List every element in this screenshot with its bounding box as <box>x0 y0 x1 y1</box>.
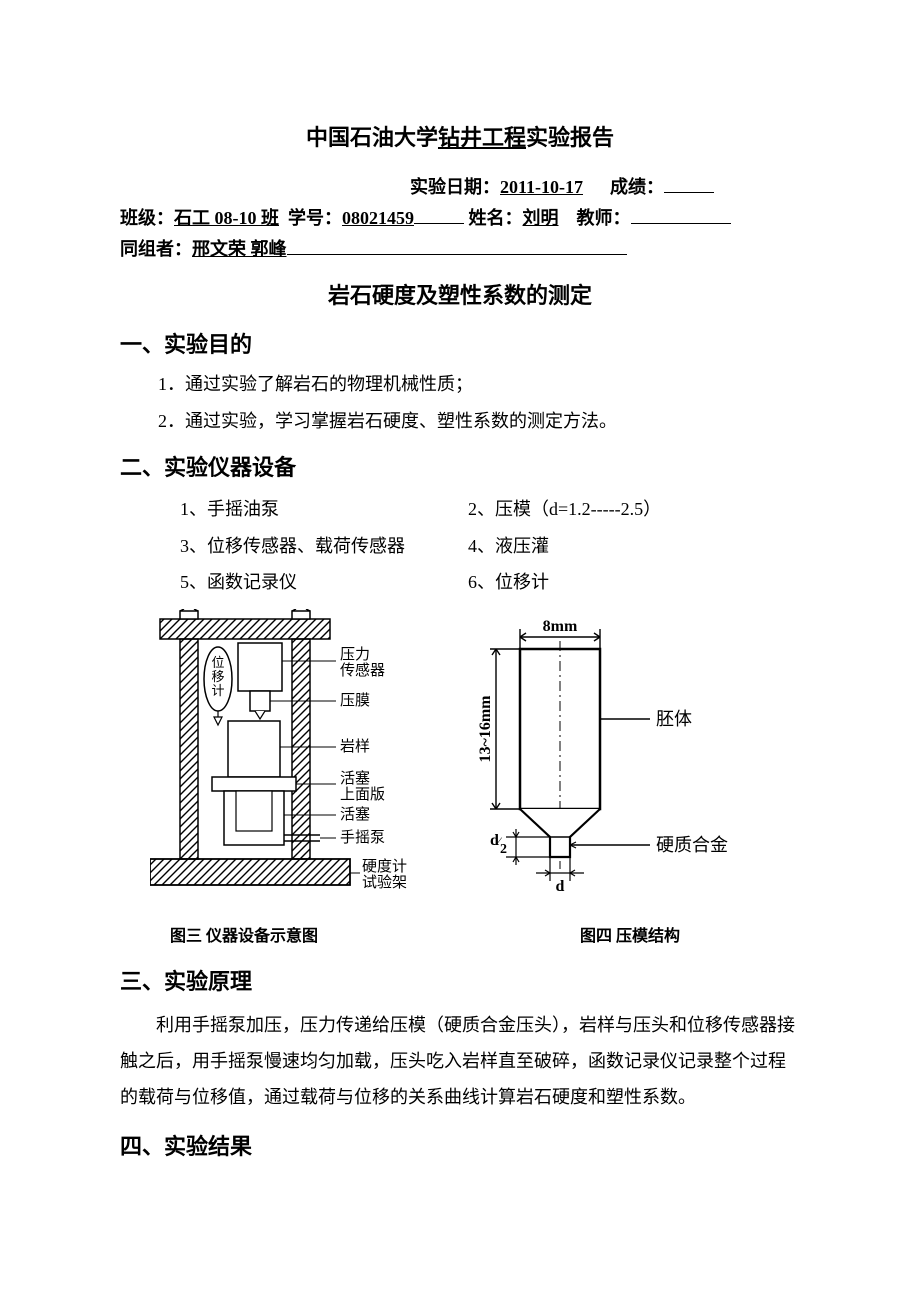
teacher-blank <box>631 223 731 224</box>
title-pre: 中国石油大学 <box>306 125 438 150</box>
fig3-disp-3: 计 <box>211 683 224 698</box>
figure-3-svg: 位 移 计 压力 传感器 压膜 <box>150 609 420 914</box>
fig4-width: 8mm <box>543 618 578 635</box>
partners-blank <box>287 254 627 255</box>
fig4-alloy: 硬质合金 <box>656 835 728 855</box>
sid-value: 08021459 <box>342 208 414 228</box>
fig3-lbl-ptop-2: 上面版 <box>340 786 385 803</box>
sec1-p1: 1．通过实验了解岩石的物理机械性质； <box>120 370 800 399</box>
fig3-lbl-ptop-1: 活塞 <box>340 769 370 787</box>
equip-5: 5、函数记录仪 <box>180 568 460 597</box>
fig3-lbl-rock: 岩样 <box>340 738 370 755</box>
figure-4-svg: 8mm 13~16mm d ⁄ 2 <box>450 609 750 914</box>
score-label: 成绩： <box>610 177 664 197</box>
sec3-body: 利用手摇泵加压，压力传递给压模（硬质合金压头），岩样与压头和位移传感器接触之后，… <box>120 1007 800 1115</box>
fig3-disp-2: 移 <box>211 669 224 684</box>
fig4-height: 13~16mm <box>477 695 494 763</box>
sid-blank <box>414 223 464 224</box>
fig3-lbl-frame-2: 试验架 <box>362 874 407 891</box>
experiment-title: 岩石硬度及塑性系数的测定 <box>120 278 800 313</box>
sec1-p2: 2．通过实验，学习掌握岩石硬度、塑性系数的测定方法。 <box>120 407 800 436</box>
fig3-lbl-piston: 活塞 <box>340 805 370 823</box>
meta-row-2: 班级：石工 08-10 班 学号：08021459 姓名：刘明 教师： <box>120 204 800 233</box>
fig3-lbl-pump: 手摇泵 <box>340 829 385 846</box>
class-value: 石工 08-10 班 <box>174 208 279 228</box>
sid-label: 学号： <box>288 208 342 228</box>
fig4-body: 胚体 <box>656 709 692 729</box>
date-label: 实验日期： <box>410 177 500 197</box>
meta-row-1: 实验日期：2011-10-17 成绩： <box>120 173 800 202</box>
equip-4: 4、液压灌 <box>468 532 800 561</box>
equip-1: 1、手摇油泵 <box>180 495 460 524</box>
fig3-lbl-die: 压膜 <box>340 692 370 709</box>
title-underlined: 钻井工程 <box>438 125 526 150</box>
meta-row-3: 同组者：邢文荣 郭峰 <box>120 235 800 264</box>
name-label: 姓名： <box>469 208 523 228</box>
score-blank <box>664 192 714 193</box>
title-post: 实验报告 <box>526 125 614 150</box>
equip-6: 6、位移计 <box>468 568 800 597</box>
fig3-lbl-sensor-2: 传感器 <box>340 662 385 679</box>
fig3-caption: 图三 仪器设备示意图 <box>150 924 450 950</box>
figures-row: 位 移 计 压力 传感器 压膜 <box>120 609 800 914</box>
equip-2: 2、压模（d=1.2-----2.5） <box>468 495 800 524</box>
fig4-caption: 图四 压模结构 <box>450 924 750 950</box>
class-label: 班级： <box>120 208 174 228</box>
date-value: 2011-10-17 <box>500 177 583 197</box>
section-1-heading: 一、实验目的 <box>120 327 800 362</box>
fig4-half-2: 2 <box>500 842 507 857</box>
partners-label: 同组者： <box>120 239 192 259</box>
fig3-disp-1: 位 <box>211 655 224 670</box>
section-3-heading: 三、实验原理 <box>120 964 800 999</box>
section-2-heading: 二、实验仪器设备 <box>120 450 800 485</box>
fig3-lbl-frame-1: 硬度计 <box>362 858 407 875</box>
fig4-d: d <box>556 878 565 895</box>
figure-captions: 图三 仪器设备示意图 图四 压模结构 <box>120 924 800 950</box>
teacher-label: 教师： <box>577 208 631 228</box>
name-value: 刘明 <box>523 208 559 228</box>
partners-value: 邢文荣 郭峰 <box>192 239 287 259</box>
fig3-lbl-sensor-1: 压力 <box>340 646 370 663</box>
equipment-grid: 1、手摇油泵 2、压模（d=1.2-----2.5） 3、位移传感器、载荷传感器… <box>120 495 800 597</box>
equip-3: 3、位移传感器、载荷传感器 <box>180 532 460 561</box>
report-title: 中国石油大学钻井工程实验报告 <box>120 120 800 155</box>
section-4-heading: 四、实验结果 <box>120 1129 800 1164</box>
